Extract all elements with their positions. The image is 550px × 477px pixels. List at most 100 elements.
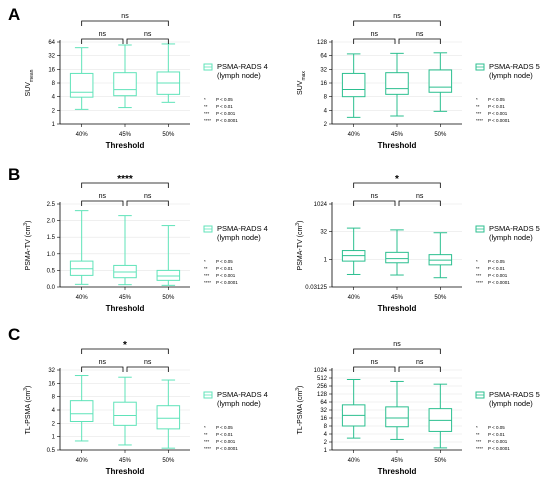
box-50pct xyxy=(156,225,181,286)
legend-label-line: (lymph node) xyxy=(489,71,533,80)
y-tick-label: 4 xyxy=(324,108,328,114)
x-tick-label: 40% xyxy=(348,458,361,464)
box-40pct xyxy=(69,47,94,110)
significance-bracket: ns xyxy=(81,359,124,372)
box-iqr xyxy=(69,72,94,98)
y-tick-label: 8 xyxy=(52,81,56,87)
significance-bracket: ns xyxy=(398,193,441,206)
box-45pct xyxy=(113,215,137,286)
y-tick-label: 16 xyxy=(48,67,55,73)
box-iqr xyxy=(385,72,409,95)
box-45pct xyxy=(385,229,409,276)
box-45pct xyxy=(385,52,409,117)
significance-label: ns xyxy=(144,31,152,38)
significance-label: ns xyxy=(371,359,379,366)
box-45pct xyxy=(113,376,137,446)
key-text: P < 0.01 xyxy=(488,266,505,271)
key-text: P < 0.05 xyxy=(216,97,233,102)
box-40pct xyxy=(341,227,366,275)
key-text: P < 0.05 xyxy=(488,425,505,430)
box-50pct xyxy=(156,379,181,449)
y-axis-label: TL-PSMA (cm3) xyxy=(23,386,32,435)
significance-bracket: * xyxy=(81,340,169,354)
y-tick-label: 64 xyxy=(48,40,55,46)
significance-key: * P < 0.05 ** P < 0.01 *** P < 0.001 **** P < 0… xyxy=(204,259,238,285)
y-tick-label: 16 xyxy=(320,81,327,87)
box-iqr xyxy=(156,405,181,430)
key-symbol: *** xyxy=(476,439,482,444)
bracket-line xyxy=(81,20,169,26)
x-tick-label: 50% xyxy=(434,295,447,301)
bracket-line xyxy=(126,200,169,206)
y-tick-label: 1.0 xyxy=(47,252,56,258)
legend-label-line: PSMA-RADS 5 xyxy=(489,62,540,71)
y-tick-label: 8 xyxy=(324,424,328,430)
bracket-line xyxy=(126,38,169,44)
legend-label-line: PSMA-RADS 4 xyxy=(217,62,268,71)
key-text: P < 0.05 xyxy=(216,425,233,430)
box-40pct xyxy=(341,378,366,439)
x-axis-label: Threshold xyxy=(378,304,417,313)
significance-label: ns xyxy=(393,13,401,20)
key-symbol: * xyxy=(204,97,206,102)
key-symbol: **** xyxy=(204,118,211,123)
significance-bracket: * xyxy=(353,174,441,188)
legend-label-line: PSMA-RADS 4 xyxy=(217,390,268,399)
key-symbol: *** xyxy=(204,273,210,278)
key-symbol: *** xyxy=(476,273,482,278)
x-axis-label: Threshold xyxy=(106,304,145,313)
y-axis-label-tail: ) xyxy=(297,386,304,388)
bracket-line xyxy=(81,38,124,44)
significance-label: ns xyxy=(99,193,107,200)
y-tick-label: 0.5 xyxy=(47,448,56,454)
y-tick-label: 2 xyxy=(52,421,56,427)
chart-b-left: 0.0 0.5 1.0 1.5 2.0 2.5 40% 45% 50% Threshold PSMA… xyxy=(23,174,268,313)
significance-bracket: ns xyxy=(81,193,124,206)
significance-label: ns xyxy=(99,359,107,366)
chart-a-left: 1 2 4 8 16 32 64 40% 45% 50% Threshold SUVmean ns ns n… xyxy=(25,13,268,150)
y-tick-label: 4 xyxy=(52,408,56,414)
y-tick-label: 1 xyxy=(52,435,56,441)
y-tick-label: 16 xyxy=(320,416,327,422)
y-tick-label: 1024 xyxy=(314,368,328,374)
y-tick-label: 32 xyxy=(48,54,55,60)
y-tick-label: 2.5 xyxy=(47,202,56,208)
significance-bracket: ns xyxy=(398,31,441,44)
x-tick-label: 45% xyxy=(391,132,404,138)
bracket-line xyxy=(353,20,441,26)
y-tick-label: 4 xyxy=(324,432,328,438)
y-tick-label: 1024 xyxy=(314,202,328,208)
key-text: P < 0.01 xyxy=(216,104,233,109)
significance-label: ns xyxy=(371,193,379,200)
y-axis-label-tail: ) xyxy=(25,386,32,388)
y-tick-label: 8 xyxy=(324,95,328,101)
significance-key: * P < 0.05 ** P < 0.01 *** P < 0.001 **** P < 0… xyxy=(476,97,510,123)
x-tick-label: 50% xyxy=(434,132,447,138)
bracket-line xyxy=(81,366,124,372)
key-text: P < 0.0001 xyxy=(488,446,510,451)
box-iqr xyxy=(69,400,94,422)
chart-b-right: 0.03125 1 32 1024 40% 45% 50% Threshold PSMA-TV … xyxy=(295,174,540,313)
y-axis-label-sub: max xyxy=(301,71,307,81)
legend: PSMA-RADS 5(lymph node) xyxy=(475,62,540,80)
significance-label: ns xyxy=(144,193,152,200)
y-tick-label: 2 xyxy=(324,122,328,128)
legend: PSMA-RADS 5(lymph node) xyxy=(475,224,540,242)
key-symbol: **** xyxy=(204,446,211,451)
panel-letter-c: C xyxy=(8,325,20,344)
box-40pct xyxy=(69,375,94,442)
significance-label: ns xyxy=(393,341,401,348)
legend-label-line: (lymph node) xyxy=(217,399,261,408)
significance-key: * P < 0.05 ** P < 0.01 *** P < 0.001 **** P < 0… xyxy=(204,97,238,123)
y-tick-label: 32 xyxy=(320,67,327,73)
x-tick-label: 45% xyxy=(119,132,132,138)
y-axis-label: SUVmean xyxy=(25,69,35,96)
key-text: P < 0.01 xyxy=(488,104,505,109)
x-tick-label: 40% xyxy=(348,295,361,301)
x-tick-label: 45% xyxy=(391,458,404,464)
y-axis-label: TL-PSMA (cm3) xyxy=(295,386,304,435)
y-axis-label-tail: ) xyxy=(25,221,32,223)
charts: 1 2 4 8 16 32 64 40% 45% 50% Threshold SUVmean ns ns n… xyxy=(23,13,540,476)
bracket-line xyxy=(353,348,441,354)
legend-label-line: PSMA-RADS 5 xyxy=(489,224,540,233)
